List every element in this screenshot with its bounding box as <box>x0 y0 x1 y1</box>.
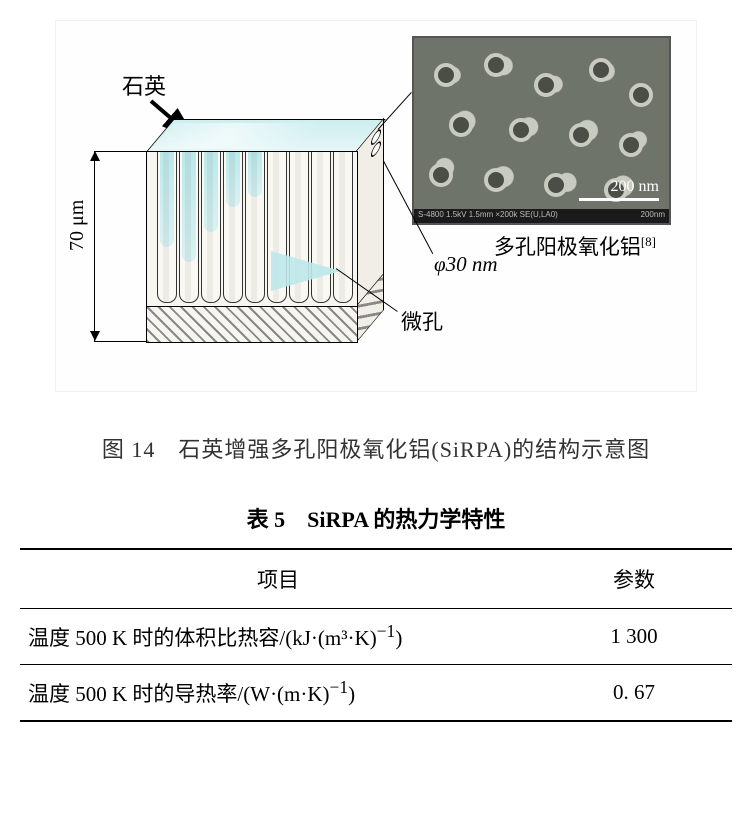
figure-number: 图 14 <box>102 437 156 462</box>
figure-caption: 图 14 石英增强多孔阳极氧化铝(SiRPA)的结构示意图 <box>102 432 650 464</box>
pore-tube <box>179 152 199 303</box>
sem-info-bar: S-4800 1.5kV 1.5mm ×200k SE(U,LA0) 200nm <box>414 209 669 223</box>
dim-arrow-icon <box>90 331 100 341</box>
micropore-wedge-icon <box>271 251 341 291</box>
anodic-alumina-block <box>146 151 358 343</box>
sem-pore-icon <box>629 83 653 107</box>
sem-pore-icon <box>619 133 643 157</box>
sem-pore-icon <box>484 168 508 192</box>
sem-pore-icon <box>589 58 613 82</box>
property-label: 温度 500 K 时的导热率/(W·(m·K)−1) <box>20 665 536 722</box>
property-value: 0. 67 <box>536 665 732 722</box>
sem-pore-icon <box>534 73 558 97</box>
quartz-fill <box>226 152 240 207</box>
table-title: 表 5 SiRPA 的热力学特性 <box>247 502 506 534</box>
sem-caption-text: 多孔阳极氧化铝 <box>494 235 641 259</box>
col-header-item: 项目 <box>20 549 536 609</box>
block-front-face <box>146 151 358 343</box>
table-header-row: 项目 参数 <box>20 549 732 609</box>
property-label: 温度 500 K 时的体积比热容/(kJ·(m³·K)−1) <box>20 609 536 665</box>
block-right-face <box>356 118 384 343</box>
sem-scalebar-text: 200 nm <box>611 178 659 195</box>
sem-info-right: 200nm <box>641 210 665 222</box>
sem-pore-icon <box>434 63 458 87</box>
height-dimension-label: 70 μm <box>66 200 89 251</box>
quartz-fill <box>160 152 174 247</box>
dim-arrow-icon <box>90 151 100 161</box>
pore-tube <box>245 152 265 303</box>
leader-line <box>378 92 412 130</box>
unit-suffix: ) <box>348 682 355 706</box>
dim-tick <box>94 341 149 342</box>
sem-pore-icon <box>544 173 568 197</box>
sem-pore-icon <box>509 118 533 142</box>
table-row: 温度 500 K 时的导热率/(W·(m·K)−1) 0. 67 <box>20 665 732 722</box>
sem-scalebar-line <box>579 198 659 201</box>
pore-tube <box>157 152 177 303</box>
sem-pore-icon <box>449 113 473 137</box>
dim-line <box>94 151 95 341</box>
sem-info-left: S-4800 1.5kV 1.5mm ×200k SE(U,LA0) <box>418 210 558 222</box>
sirpa-diagram: 70 μm 石英 <box>55 20 697 392</box>
figure-14-container: 70 μm 石英 <box>20 20 732 722</box>
micropore-label: 微孔 <box>401 306 443 336</box>
table-title-text: SiRPA 的热力学特性 <box>307 507 505 532</box>
sem-scalebar: 200 nm <box>579 178 659 201</box>
sem-micrograph-inset: 200 nm S-4800 1.5kV 1.5mm ×200k SE(U,LA0… <box>412 36 671 225</box>
unit-suffix: ) <box>395 626 402 650</box>
unit-text: (W·(m·K) <box>243 682 329 706</box>
quartz-fill <box>204 152 218 232</box>
unit-exp: −1 <box>377 621 396 641</box>
sem-pore-icon <box>484 53 508 77</box>
pore-diameter-label: φ30 nm <box>434 252 498 277</box>
property-value: 1 300 <box>536 609 732 665</box>
table-row: 温度 500 K 时的体积比热容/(kJ·(m³·K)−1) 1 300 <box>20 609 732 665</box>
col-header-value: 参数 <box>536 549 732 609</box>
sem-caption: 多孔阳极氧化铝[8] <box>494 231 656 261</box>
sem-pore-icon <box>429 163 453 187</box>
unit-exp: −1 <box>330 677 349 697</box>
substrate-hatch <box>147 306 357 342</box>
label-text: 温度 500 K 时的体积比热容/ <box>28 626 285 650</box>
sem-caption-cite: [8] <box>641 234 656 249</box>
sem-pore-icon <box>569 123 593 147</box>
sirpa-thermal-table: 项目 参数 温度 500 K 时的体积比热容/(kJ·(m³·K)−1) 1 3… <box>20 548 732 722</box>
label-text: 温度 500 K 时的导热率/ <box>28 682 243 706</box>
quartz-top-surface <box>146 119 386 152</box>
table-number: 表 5 <box>247 507 286 532</box>
figure-caption-text: 石英增强多孔阳极氧化铝(SiRPA)的结构示意图 <box>178 437 650 462</box>
quartz-fill <box>182 152 196 262</box>
quartz-fill <box>248 152 262 197</box>
dim-tick <box>94 151 149 152</box>
unit-text: (kJ·(m³·K) <box>285 626 376 650</box>
pore-tube <box>201 152 221 303</box>
pore-tube <box>223 152 243 303</box>
